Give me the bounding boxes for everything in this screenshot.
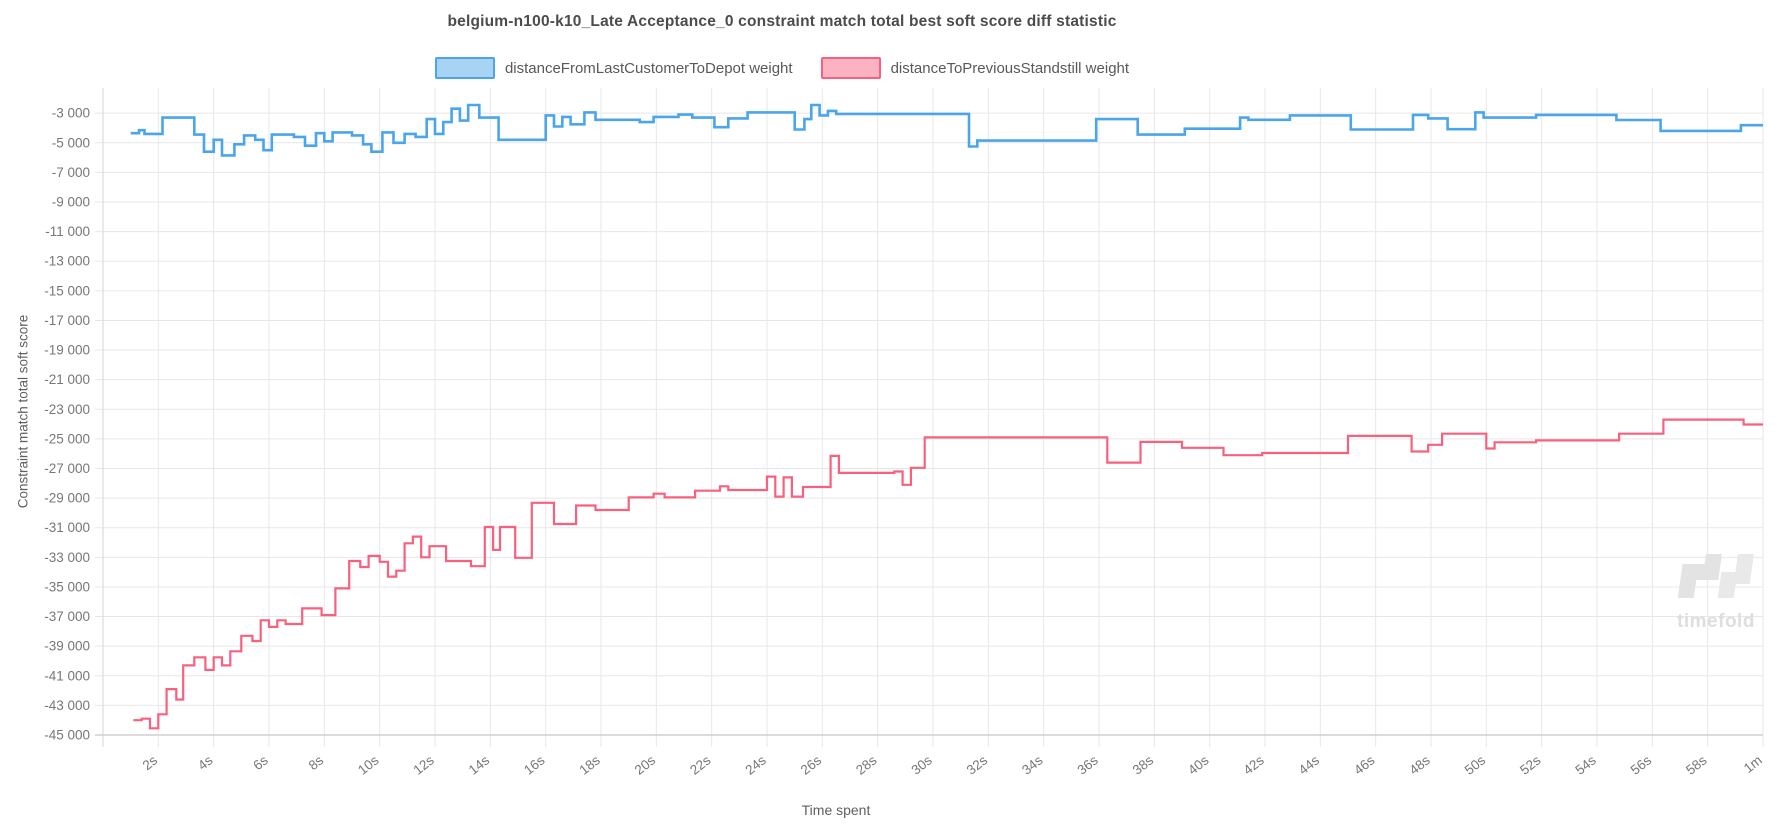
x-tick-label: 6s <box>250 752 271 773</box>
x-tick-label: 20s <box>632 752 659 777</box>
x-tick-label: 28s <box>853 752 880 777</box>
y-tick-label: -27 000 <box>44 461 90 476</box>
x-tick-label: 42s <box>1240 752 1267 777</box>
x-tick-label: 12s <box>410 752 437 777</box>
x-tick-label: 24s <box>742 752 769 777</box>
x-tick-label: 52s <box>1517 752 1544 777</box>
chart-title: belgium-n100-k10_Late Acceptance_0 const… <box>447 13 1117 30</box>
legend: distanceFromLastCustomerToDepot weight d… <box>0 57 1564 79</box>
y-tick-label: -9 000 <box>52 195 90 210</box>
gridlines <box>95 88 1764 747</box>
legend-item-distanceToPreviousStandstill[interactable]: distanceToPreviousStandstill weight <box>820 57 1130 79</box>
x-tick-label: 8s <box>306 752 327 773</box>
y-tick-label: -33 000 <box>44 550 90 565</box>
legend-swatch-pink-icon <box>820 57 881 79</box>
y-tick-label: -29 000 <box>44 491 90 506</box>
x-tick-label: 14s <box>466 752 493 777</box>
x-tick-label: 32s <box>964 752 991 777</box>
x-tick-label: 58s <box>1683 752 1710 777</box>
x-tick-label: 2s <box>140 752 161 773</box>
y-tick-label: -23 000 <box>44 402 90 417</box>
x-tick-label: 4s <box>195 752 216 773</box>
legend-swatch-blue-icon <box>434 57 495 79</box>
x-axis-tick-labels: 2s 4s 6s 8s 10s 12s 14s 16s 18s 20s 22s 24s 26s 28s 30… <box>140 752 1765 777</box>
timefold-logo-icon <box>1677 554 1754 598</box>
watermark-text: timefold <box>1677 611 1755 632</box>
y-tick-label: -5 000 <box>52 135 90 150</box>
y-tick-label: -13 000 <box>44 254 90 269</box>
x-tick-label: 44s <box>1296 752 1323 777</box>
x-tick-label: 36s <box>1074 752 1101 777</box>
x-tick-label: 48s <box>1406 752 1433 777</box>
x-tick-label: 16s <box>521 752 548 777</box>
y-tick-label: -11 000 <box>45 224 90 239</box>
y-tick-label: -35 000 <box>44 579 90 594</box>
y-tick-label: -17 000 <box>44 313 90 328</box>
series-line-distanceToPreviousStandstill <box>133 418 1763 730</box>
legend-label: distanceFromLastCustomerToDepot weight <box>504 59 793 77</box>
y-tick-label: -7 000 <box>52 165 90 180</box>
x-tick-label: 22s <box>687 752 714 777</box>
y-axis-tick-labels: -3 000 -5 000 -7 000 -9 000 -11 000 -13 000 -1… <box>44 106 90 743</box>
y-tick-label: -41 000 <box>44 668 90 683</box>
legend-item-distanceFromLastCustomerToDepot[interactable]: distanceFromLastCustomerToDepot weight <box>434 57 793 79</box>
x-tick-label: 34s <box>1019 752 1046 777</box>
y-tick-label: -45 000 <box>44 728 90 743</box>
y-tick-label: -15 000 <box>44 283 90 298</box>
y-tick-label: -21 000 <box>44 372 90 387</box>
series-line-distanceFromLastCustomerToDepot <box>130 103 1763 157</box>
y-tick-label: -3 000 <box>52 106 90 121</box>
x-tick-label: 54s <box>1572 752 1599 777</box>
x-tick-label: 50s <box>1462 752 1489 777</box>
x-tick-label: 56s <box>1628 752 1655 777</box>
y-tick-label: -37 000 <box>44 609 90 624</box>
watermark: timefold <box>1668 550 1764 633</box>
x-tick-label: 30s <box>908 752 935 777</box>
legend-label: distanceToPreviousStandstill weight <box>890 59 1130 77</box>
x-tick-label: 40s <box>1185 752 1212 777</box>
x-tick-label: 1m <box>1741 753 1765 776</box>
x-tick-label: 18s <box>576 752 603 777</box>
y-tick-label: -25 000 <box>44 431 90 446</box>
x-tick-label: 10s <box>355 752 382 777</box>
x-tick-label: 26s <box>798 752 825 777</box>
x-tick-label: 46s <box>1351 752 1378 777</box>
x-tick-label: 38s <box>1130 752 1157 777</box>
y-tick-label: -43 000 <box>44 698 90 713</box>
y-axis-title: Constraint match total soft score <box>15 314 31 509</box>
y-tick-label: -19 000 <box>44 343 90 358</box>
y-tick-label: -31 000 <box>44 520 90 535</box>
x-axis-title: Time spent <box>801 802 871 818</box>
y-tick-label: -39 000 <box>44 639 90 654</box>
